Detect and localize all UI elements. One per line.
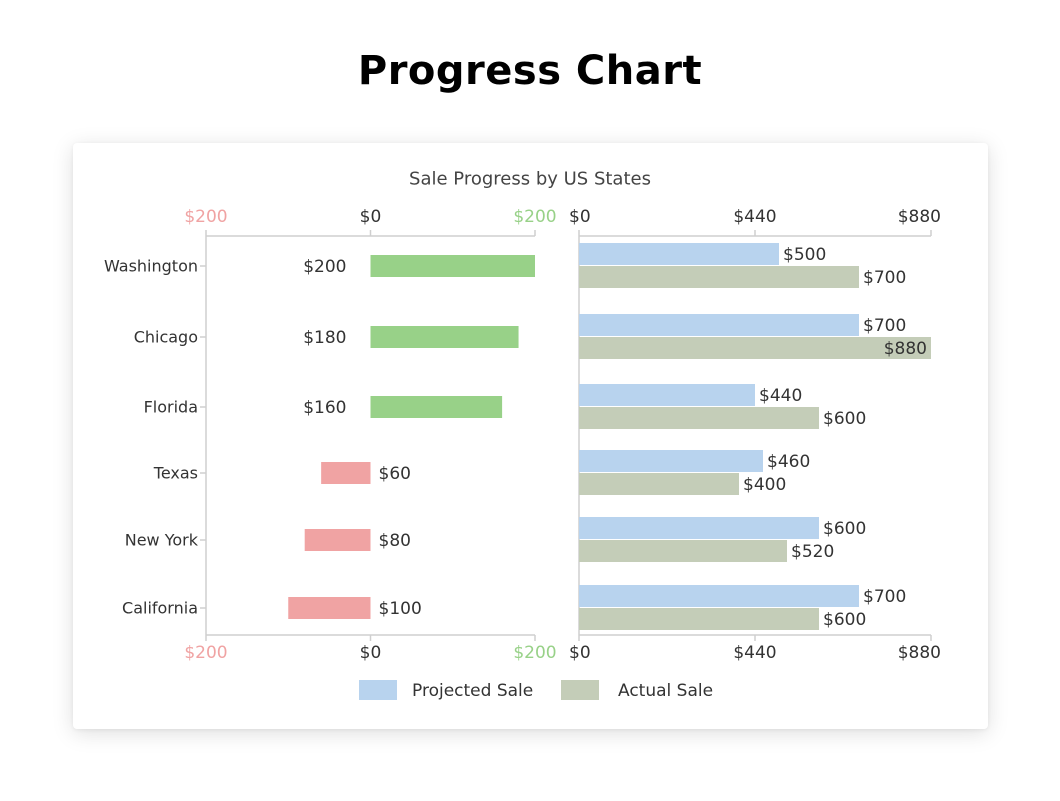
legend-swatch-projected xyxy=(359,680,397,700)
sales-value-label: $460 xyxy=(767,452,810,472)
sales-bar-projected xyxy=(579,314,859,336)
sales-value-label: $500 xyxy=(783,245,826,265)
sales-value-label: $520 xyxy=(791,542,834,562)
sales-bar-projected xyxy=(579,517,819,539)
sales-bar-projected xyxy=(579,384,755,406)
sales-bar-projected xyxy=(579,450,763,472)
progress-bar xyxy=(321,462,371,484)
category-label: Washington xyxy=(104,257,198,276)
progress-tick-label-top: $200 xyxy=(513,207,556,227)
sales-tick-label-bottom: $0 xyxy=(569,643,591,663)
progress-value-label: $160 xyxy=(303,398,346,418)
progress-tick-label-bottom: $0 xyxy=(360,643,382,663)
progress-value-label: $200 xyxy=(303,257,346,277)
sales-value-label: $440 xyxy=(759,386,802,406)
sales-value-label: $700 xyxy=(863,587,906,607)
sales-bar-actual xyxy=(579,608,819,630)
category-label: Chicago xyxy=(134,328,198,347)
sales-tick-label-top: $0 xyxy=(569,207,591,227)
sales-tick-label-bottom: $440 xyxy=(733,643,776,663)
sales-tick-label-bottom: $880 xyxy=(898,643,941,663)
progress-value-label: $60 xyxy=(379,464,411,484)
chart-card: Sale Progress by US States $200 $200 $0 $0 $2… xyxy=(73,143,988,729)
page-title: Progress Chart xyxy=(357,48,703,94)
category-label: California xyxy=(122,599,198,618)
sales-bar-actual xyxy=(579,540,787,562)
sales-value-label: $600 xyxy=(823,409,866,429)
progress-value-label: $100 xyxy=(379,599,422,619)
sales-value-label: $400 xyxy=(743,475,786,495)
progress-value-label: $80 xyxy=(379,531,411,551)
sales-tick-label-top: $880 xyxy=(898,207,941,227)
chart-title: Sale Progress by US States xyxy=(409,169,651,190)
category-label: New York xyxy=(125,531,199,550)
progress-value-label: $180 xyxy=(303,328,346,348)
legend-swatch-actual xyxy=(561,680,599,700)
category-label: Texas xyxy=(153,464,198,483)
sales-bar-projected xyxy=(579,243,779,265)
sales-value-label: $700 xyxy=(863,316,906,336)
legend-label: Projected Sale xyxy=(412,681,533,701)
progress-tick-label-top: $200 xyxy=(184,207,227,227)
sales-bar-projected xyxy=(579,585,859,607)
progress-tick-label-bottom: $200 xyxy=(513,643,556,663)
progress-tick-label-bottom: $200 xyxy=(184,643,227,663)
sales-value-label: $700 xyxy=(863,268,906,288)
progress-tick-label-top: $0 xyxy=(360,207,382,227)
sales-bar-actual xyxy=(579,337,931,359)
sales-value-label: $880 xyxy=(884,339,927,359)
progress-bar xyxy=(370,396,503,418)
progress-chart: Sale Progress by US States $200 $200 $0 $0 $2… xyxy=(104,169,941,702)
legend-label: Actual Sale xyxy=(618,681,713,701)
progress-bar xyxy=(304,529,371,551)
category-label: Florida xyxy=(144,398,198,417)
progress-bar xyxy=(288,597,371,619)
progress-bar xyxy=(370,255,535,277)
sales-bar-actual xyxy=(579,266,859,288)
sales-tick-label-top: $440 xyxy=(733,207,776,227)
sales-value-label: $600 xyxy=(823,519,866,539)
sales-value-label: $600 xyxy=(823,610,866,630)
progress-bar xyxy=(370,326,519,348)
sales-bar-actual xyxy=(579,473,739,495)
sales-bar-actual xyxy=(579,407,819,429)
